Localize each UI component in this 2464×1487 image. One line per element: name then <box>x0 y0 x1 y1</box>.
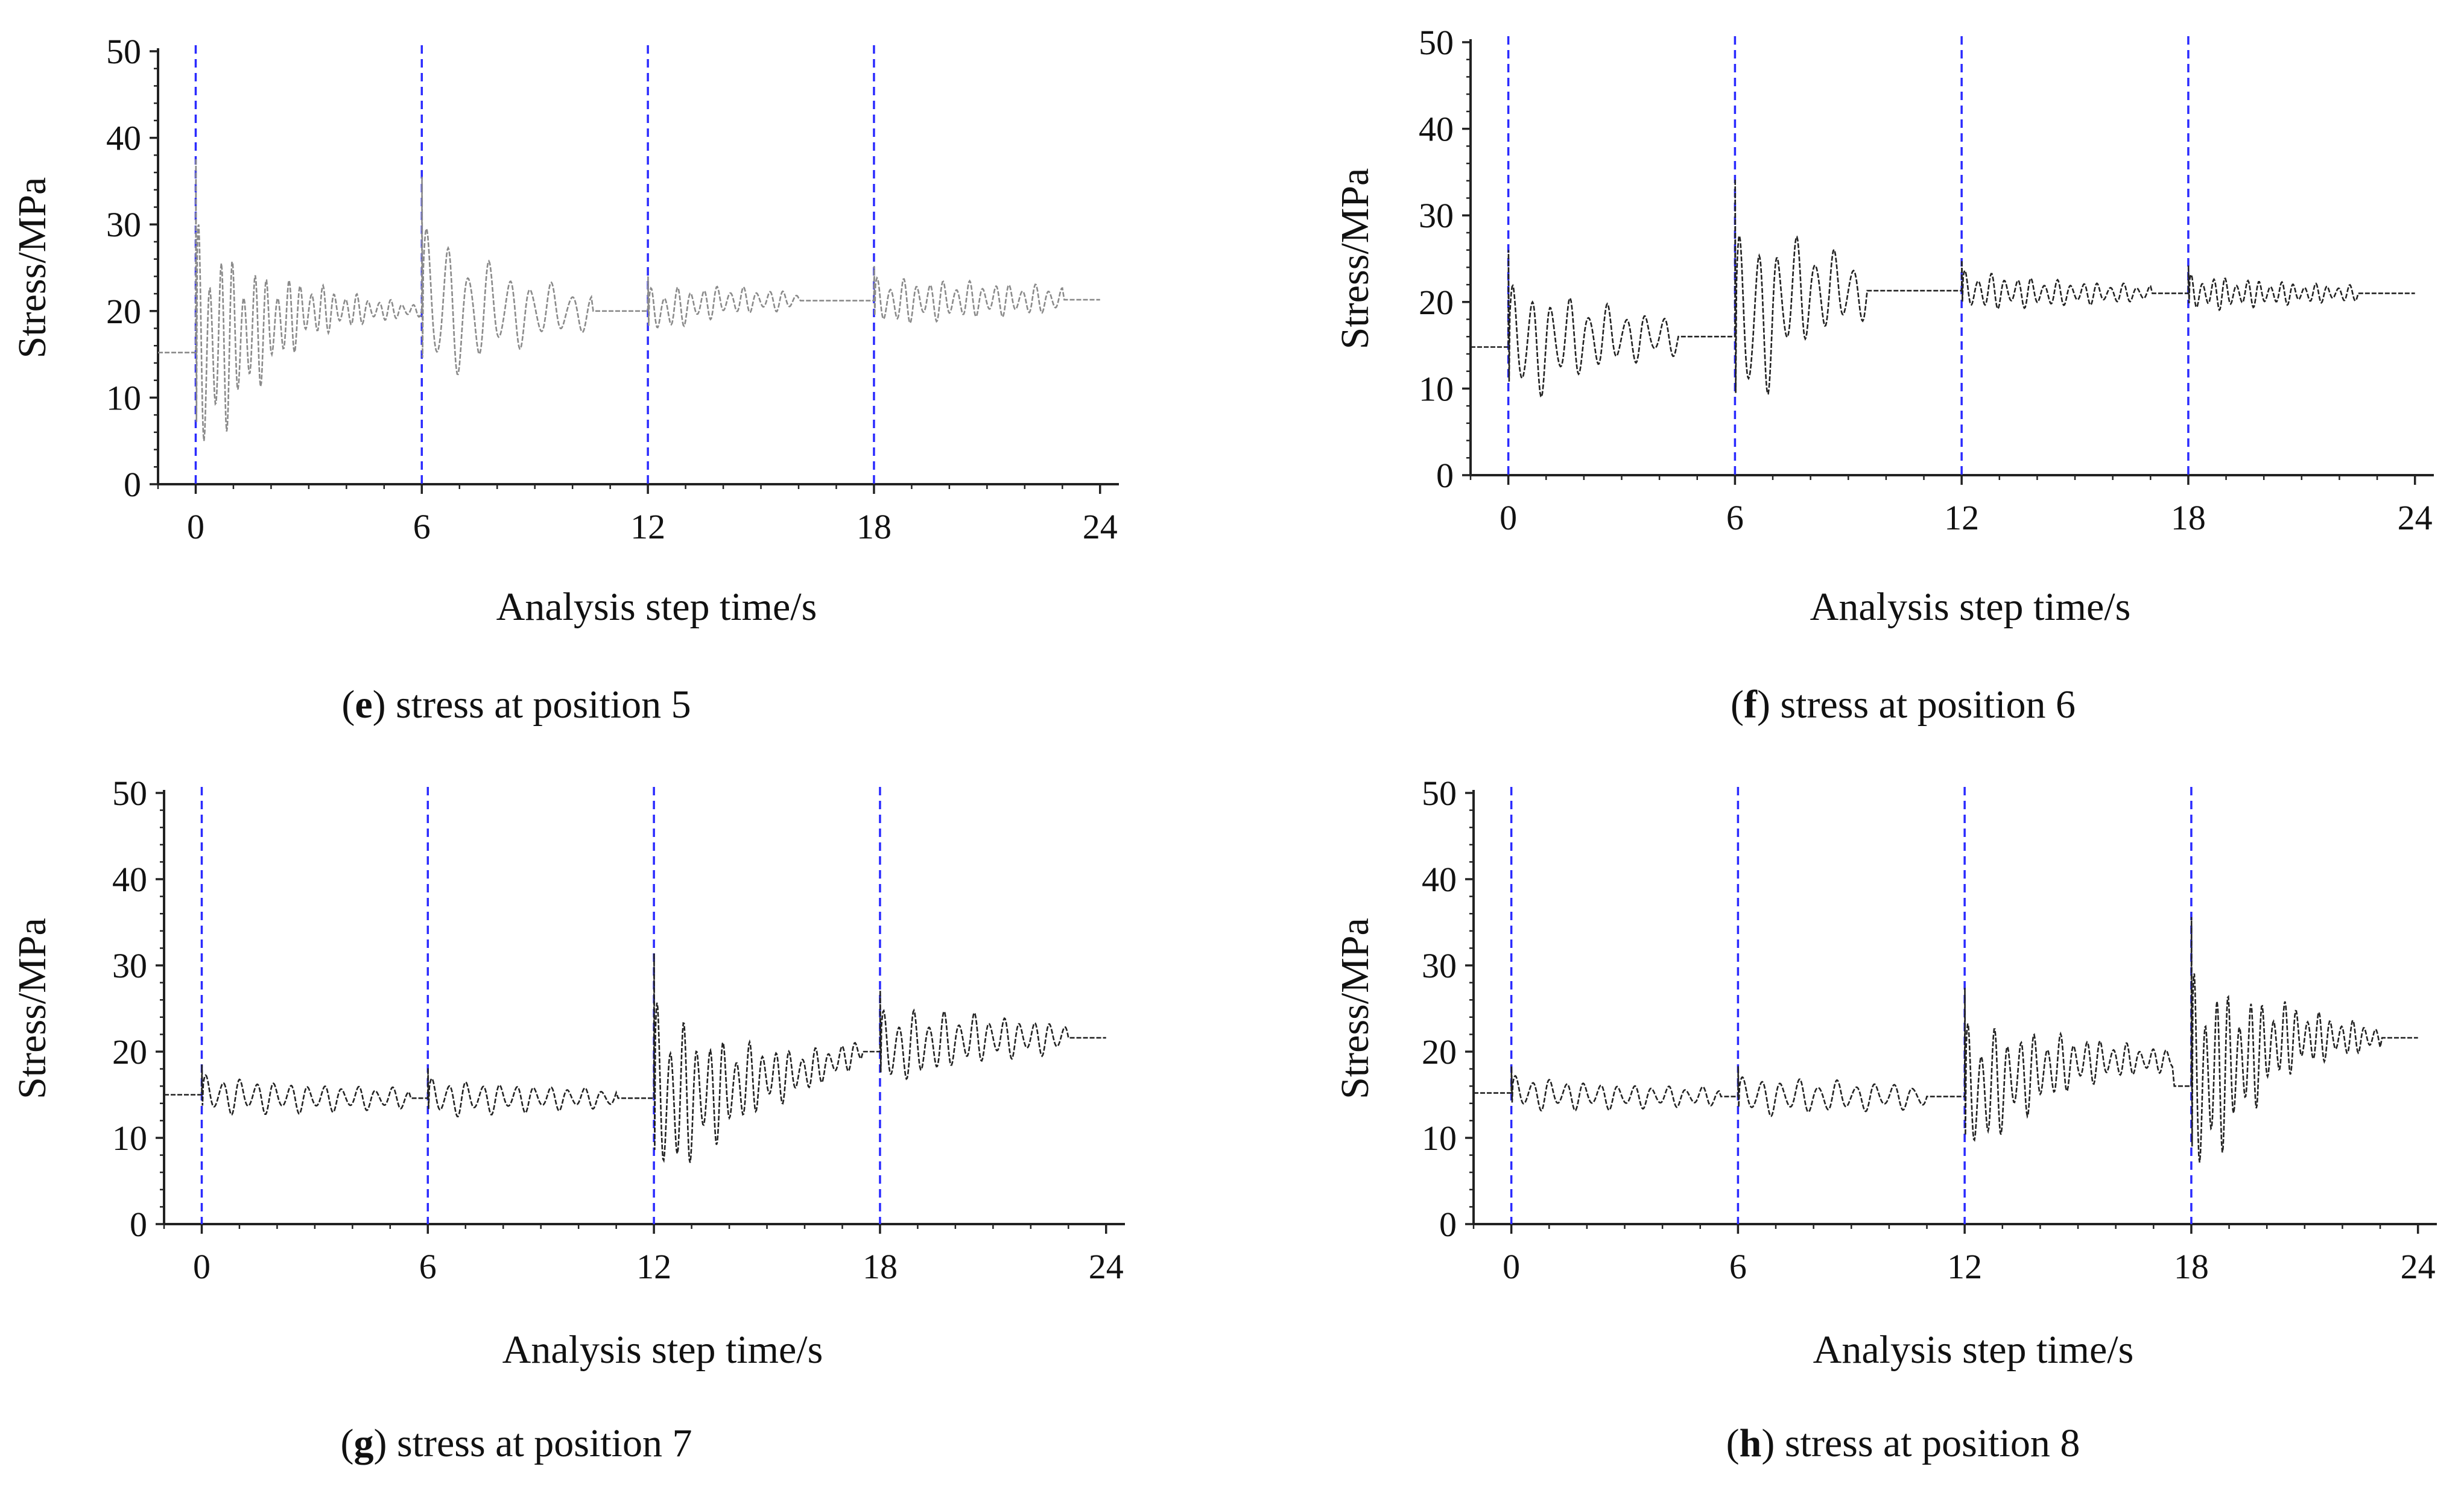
chart-panel-g: 0 10 20 30 40 50 0 6 12 18 24 Analysis step time/s S… <box>10 774 1125 1372</box>
x-tick-label: 6 <box>419 1247 437 1286</box>
x-tick-label: 12 <box>1947 1247 1982 1286</box>
caption-e: (e) stress at position 5 <box>341 683 691 727</box>
stress-series-line <box>1471 178 2415 398</box>
x-axis-label: Analysis step time/s <box>502 1328 823 1372</box>
x-tick-label: 0 <box>1500 498 1517 537</box>
y-tick-label: 20 <box>1419 283 1454 322</box>
y-tick-label: 50 <box>1419 23 1454 62</box>
y-tick-label: 10 <box>112 1119 147 1158</box>
caption-f: (f) stress at position 6 <box>1731 683 2076 727</box>
y-tick-label: 0 <box>1439 1205 1457 1244</box>
y-tick-label: 40 <box>1419 110 1454 149</box>
y-tick-label: 0 <box>1436 456 1454 495</box>
caption-g: (g) stress at position 7 <box>341 1421 692 1465</box>
x-tick-label: 0 <box>187 507 204 546</box>
x-axis-label: Analysis step time/s <box>1810 585 2131 629</box>
y-tick-label: 50 <box>106 32 141 71</box>
y-tick-label: 30 <box>1422 946 1457 985</box>
y-tick-label: 10 <box>106 378 141 417</box>
x-tick-label: 0 <box>1503 1247 1520 1286</box>
y-tick-label: 50 <box>1422 774 1457 813</box>
y-tick-label: 0 <box>124 465 141 504</box>
x-tick-label: 12 <box>630 507 665 546</box>
x-tick-label: 18 <box>2171 498 2206 537</box>
stress-series-line <box>1474 917 2418 1163</box>
x-tick-label: 24 <box>1089 1247 1124 1286</box>
y-tick-label: 20 <box>112 1032 147 1072</box>
chart-panel-h: 0 10 20 30 40 50 0 6 12 18 24 Analysis step time/s S… <box>1333 774 2437 1372</box>
y-tick-label: 40 <box>106 119 141 158</box>
y-tick-label: 30 <box>106 205 141 244</box>
y-axis-label: Stress/MPa <box>10 918 54 1099</box>
y-tick-label: 20 <box>1422 1032 1457 1072</box>
stress-series-line <box>158 159 1100 441</box>
y-tick-label: 30 <box>112 946 147 985</box>
x-tick-label: 6 <box>1729 1247 1747 1286</box>
chart-panel-f: 0 10 20 30 40 50 0 6 12 18 24 Analysis step time/s S… <box>1333 23 2434 629</box>
y-axis-label: Stress/MPa <box>1333 918 1377 1099</box>
x-axis-label: Analysis step time/s <box>496 585 817 629</box>
y-tick-label: 40 <box>1422 860 1457 899</box>
x-tick-label: 24 <box>2398 498 2433 537</box>
y-tick-label: 0 <box>130 1205 147 1244</box>
x-axis-label: Analysis step time/s <box>1813 1328 2134 1372</box>
x-tick-label: 18 <box>2174 1247 2209 1286</box>
y-tick-label: 10 <box>1422 1119 1457 1158</box>
y-tick-label: 30 <box>1419 196 1454 235</box>
x-tick-label: 6 <box>1726 498 1744 537</box>
chart-panel-e: 0 10 20 30 40 50 0 6 12 18 24 Analysis step time/s S… <box>10 32 1119 629</box>
x-tick-label: 12 <box>1944 498 1979 537</box>
x-tick-label: 6 <box>413 507 431 546</box>
y-axis-label: Stress/MPa <box>10 177 54 359</box>
stress-series-line <box>164 953 1106 1163</box>
x-tick-label: 24 <box>1083 507 1118 546</box>
x-tick-label: 18 <box>863 1247 898 1286</box>
y-tick-label: 20 <box>106 292 141 331</box>
y-tick-label: 10 <box>1419 369 1454 408</box>
y-tick-label: 40 <box>112 860 147 899</box>
caption-h: (h) stress at position 8 <box>1726 1421 2080 1465</box>
x-tick-label: 12 <box>636 1247 671 1286</box>
x-tick-label: 24 <box>2401 1247 2436 1286</box>
x-tick-label: 18 <box>857 507 892 546</box>
y-axis-label: Stress/MPa <box>1333 168 1377 350</box>
x-tick-label: 0 <box>193 1247 211 1286</box>
y-tick-label: 50 <box>112 774 147 813</box>
